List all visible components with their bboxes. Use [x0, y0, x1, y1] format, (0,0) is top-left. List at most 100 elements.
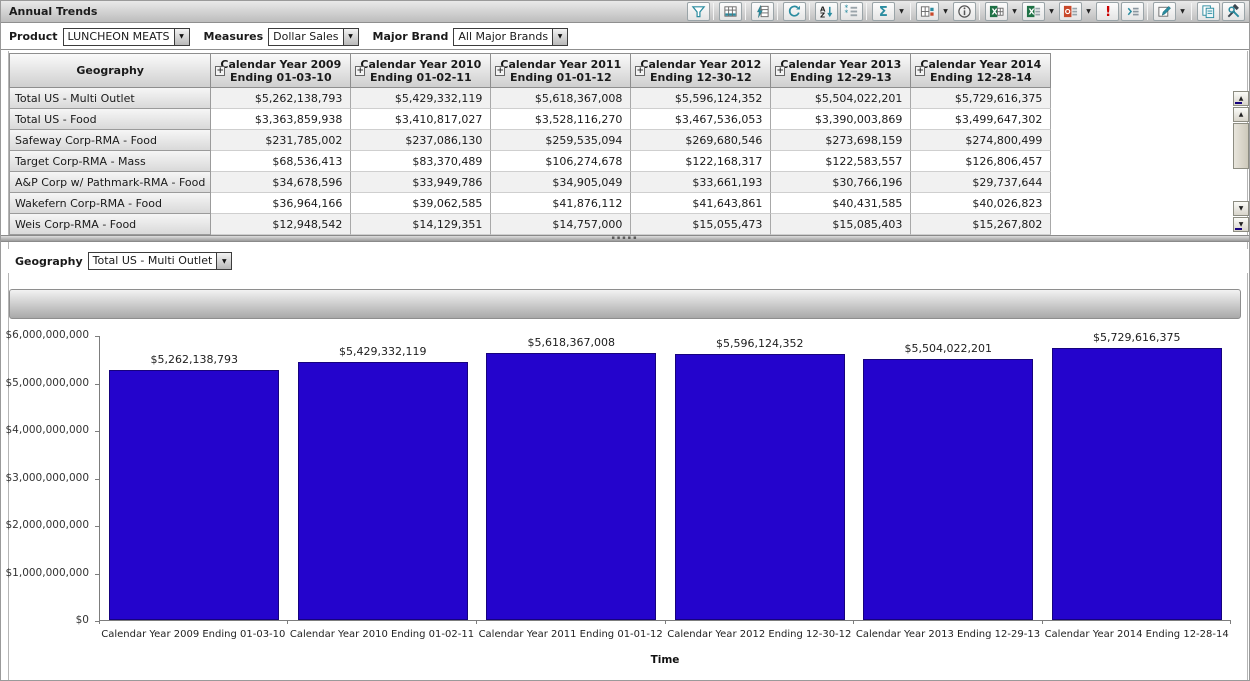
edit-icon[interactable]	[1153, 2, 1176, 21]
x-axis-category-label: Calendar Year 2011 Ending 01-01-12	[478, 629, 663, 640]
toolbar-separator	[979, 3, 980, 20]
bar-value-label: $5,618,367,008	[527, 336, 615, 349]
y-axis-tick-label: $0	[75, 614, 89, 626]
grid-format-icon	[920, 6, 934, 17]
value-cell: $30,766,196	[771, 172, 912, 193]
value-cell: $15,055,473	[631, 214, 772, 235]
x-axis-tick	[1230, 620, 1231, 624]
info-icon	[958, 5, 971, 18]
export-excel-report-dropdown-arrow[interactable]: ▼	[1049, 8, 1054, 15]
chevron-down-icon[interactable]: ▼	[216, 253, 232, 269]
expand-icon[interactable]: +	[915, 66, 926, 76]
export-powerpoint-dropdown-arrow[interactable]: ▼	[1086, 8, 1091, 15]
alert-icon[interactable]: !	[1096, 2, 1119, 21]
edit-dropdown-arrow[interactable]: ▼	[1180, 8, 1185, 15]
bar[interactable]	[486, 353, 657, 620]
year-column-header[interactable]: + Calendar Year 2011 Ending 01-01-12	[491, 53, 632, 88]
geography-cell[interactable]: Total US - Multi Outlet	[9, 88, 212, 109]
geography-cell[interactable]: Target Corp-RMA - Mass	[9, 151, 212, 172]
bar[interactable]	[297, 362, 468, 620]
value-cell: $3,363,859,938	[211, 109, 352, 130]
toolbar-separator	[1191, 3, 1192, 20]
expand-icon[interactable]: +	[635, 66, 646, 76]
grid-format-dropdown-arrow[interactable]: ▼	[943, 8, 948, 15]
bar[interactable]	[109, 370, 280, 620]
year-column-header[interactable]: + Calendar Year 2013 Ending 12-29-13	[771, 53, 912, 88]
grid-format-icon[interactable]	[916, 2, 939, 21]
info-icon[interactable]	[953, 2, 976, 21]
geography-dropdown-value: Total US - Multi Outlet	[92, 254, 213, 267]
geography-cell[interactable]: Total US - Food	[9, 109, 212, 130]
x-axis-category-label: Calendar Year 2013 Ending 12-29-13	[855, 629, 1041, 640]
sum-dropdown-arrow[interactable]: ▼	[899, 8, 904, 15]
panel-splitter[interactable]: ▪▪▪▪▪	[1, 235, 1249, 242]
expand-icon[interactable]: +	[215, 66, 226, 76]
chevron-down-icon[interactable]: ▼	[552, 28, 568, 45]
chevron-down-icon[interactable]: ▼	[342, 28, 358, 45]
value-cell: $83,370,489	[351, 151, 492, 172]
geography-cell[interactable]: Weis Corp-RMA - Food	[9, 214, 212, 235]
refresh-icon[interactable]	[783, 2, 806, 21]
export-excel-dropdown-arrow[interactable]: ▼	[1012, 8, 1017, 15]
expand-icon[interactable]: +	[775, 66, 786, 76]
scroll-top-button[interactable]: ▲	[1233, 91, 1249, 106]
product-filter-label: Product	[9, 30, 58, 43]
product-dropdown[interactable]: LUNCHEON MEATS ▼	[62, 27, 190, 46]
value-cell: $5,262,138,793	[211, 88, 352, 109]
x-axis-tick	[1041, 620, 1043, 624]
bar[interactable]	[674, 354, 845, 620]
chart-title-bar	[9, 289, 1241, 319]
scroll-up-button[interactable]: ▲	[1233, 107, 1249, 122]
report-builder-icon[interactable]	[1121, 2, 1144, 21]
bar-value-label: $5,504,022,201	[904, 342, 992, 355]
scroll-down-button[interactable]: ▼	[1233, 201, 1249, 216]
scroll-bottom-button[interactable]: ▼	[1233, 217, 1249, 232]
toolbar-separator	[1147, 3, 1148, 20]
sum-icon[interactable]: Σ	[872, 2, 895, 21]
year-column-header[interactable]: + Calendar Year 2012 Ending 12-30-12	[631, 53, 772, 88]
copy-icon[interactable]	[1197, 2, 1220, 21]
export-excel-report-icon[interactable]: X	[1022, 2, 1045, 21]
quick-calc-icon[interactable]	[751, 2, 774, 21]
value-cell: $29,737,644	[911, 172, 1052, 193]
year-column-header[interactable]: + Calendar Year 2010 Ending 01-02-11	[351, 53, 492, 88]
rank-icon: **	[844, 4, 858, 17]
geography-cell[interactable]: Wakefern Corp-RMA - Food	[9, 193, 212, 214]
export-excel-icon[interactable]: X	[985, 2, 1008, 21]
rank-icon[interactable]: * *	[840, 2, 863, 21]
svg-text:*: *	[844, 4, 848, 13]
bar[interactable]	[863, 359, 1034, 620]
export-excel-report-icon: X	[1026, 5, 1041, 18]
chevron-down-icon[interactable]: ▼	[173, 28, 189, 45]
toolbar-separator	[745, 3, 746, 20]
expand-icon[interactable]: +	[495, 66, 506, 76]
value-cell: $33,949,786	[351, 172, 492, 193]
bar[interactable]	[1051, 348, 1222, 620]
scrollbar-thumb[interactable]	[1233, 123, 1249, 169]
vertical-scrollbar[interactable]: ▲ ▲ ▼ ▼	[1233, 91, 1249, 232]
toolbar-separator	[910, 3, 911, 20]
geography-cell[interactable]: Safeway Corp-RMA - Food	[9, 130, 212, 151]
geography-dropdown[interactable]: Total US - Multi Outlet ▼	[87, 252, 233, 270]
toolbar-separator	[809, 3, 810, 20]
export-powerpoint-icon[interactable]	[1059, 2, 1082, 21]
geography-column-header[interactable]: Geography	[9, 53, 212, 88]
value-cell: $40,026,823	[911, 193, 1052, 214]
geography-selector-row: Geography Total US - Multi Outlet ▼	[1, 249, 1249, 273]
value-cell: $231,785,002	[211, 130, 352, 151]
bar-value-label: $5,729,616,375	[1093, 331, 1181, 344]
major-brand-dropdown[interactable]: All Major Brands ▼	[453, 27, 569, 46]
svg-text:A: A	[820, 5, 826, 14]
tools-icon[interactable]	[1222, 2, 1245, 21]
year-column-header[interactable]: + Calendar Year 2014 Ending 12-28-14	[911, 53, 1052, 88]
expand-icon[interactable]: +	[355, 66, 366, 76]
geography-selector-label: Geography	[15, 254, 83, 268]
edit-icon	[1158, 6, 1171, 17]
measures-dropdown[interactable]: Dollar Sales ▼	[268, 27, 359, 46]
table-view-icon[interactable]	[719, 2, 742, 21]
year-column-header[interactable]: + Calendar Year 2009 Ending 01-03-10	[211, 53, 352, 88]
geography-cell[interactable]: A&P Corp w/ Pathmark-RMA - Food	[9, 172, 212, 193]
toolbar-separator	[713, 3, 714, 20]
filter-icon[interactable]	[687, 2, 710, 21]
